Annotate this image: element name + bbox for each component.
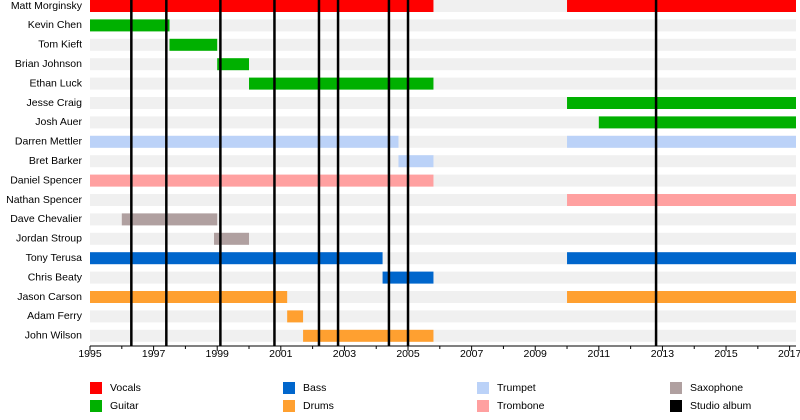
x-tick-label: 2009 [524,348,548,360]
tenure-bar [90,291,288,303]
tenure-bar [169,38,218,51]
tenure-bar [90,135,399,148]
x-tick-label: 2011 [588,348,611,360]
member-label: Tom Kieft [38,39,82,51]
tenure-bar [398,155,434,168]
x-tick-label: 2001 [269,348,293,360]
legend-swatch [90,382,102,394]
x-tick-label: 2013 [651,348,675,360]
legend-swatch [90,400,102,412]
tenure-bar [567,0,796,12]
row-stripe [90,271,796,284]
legend-swatch [477,400,489,412]
x-tick-label: 1997 [142,348,166,360]
legend-label: Trombone [497,400,545,412]
tenure-bar [287,310,304,323]
tenure-bar [90,19,170,32]
tenure-bar [90,174,434,187]
row-stripe [90,116,796,129]
x-tick-label: 1999 [206,348,230,360]
legend-swatch [283,382,295,394]
tenure-bar [567,291,796,303]
tenure-bar [90,0,434,12]
row-stripe [90,58,796,71]
row-stripe [90,232,796,245]
x-tick-label: 2017 [778,348,800,360]
x-tick-label: 1995 [78,348,102,360]
row-stripe [90,38,796,51]
member-label: Brian Johnson [15,58,82,70]
row-stripe [90,213,796,226]
tenure-bar [567,252,796,265]
member-label: Chris Beaty [28,271,83,283]
legend-label: Trumpet [497,382,536,394]
row-stripe [90,19,796,32]
row-stripe [90,310,796,323]
member-label: Jordan Stroup [16,233,82,245]
tenure-bar [567,135,796,148]
x-tick-label: 2007 [460,348,484,360]
member-label: Darren Mettler [15,136,83,148]
member-label: Matt Morginsky [11,0,83,12]
legend-swatch [283,400,295,412]
tenure-bar [249,77,434,90]
tenure-bar [567,194,796,206]
legend-label: Guitar [110,400,139,412]
member-label: Josh Auer [35,116,82,128]
tenure-bar [567,97,796,109]
x-tick-label: 2003 [333,348,357,360]
row-stripe [90,77,796,90]
tenure-bar [598,116,796,129]
row-stripe [90,155,796,168]
x-tick-label: 2015 [714,348,738,360]
legend-label: Bass [303,382,326,394]
tenure-bar [303,329,434,342]
member-label: Dave Chevalier [10,213,82,225]
legend-label: Vocals [110,382,141,394]
legend-swatch [670,382,682,394]
legend-swatch [670,400,682,412]
tenure-bar [121,213,218,226]
member-label: Ethan Luck [29,77,82,89]
member-label: Nathan Spencer [6,194,82,206]
tenure-bar [214,232,250,245]
member-label: Jason Carson [17,291,82,303]
row-stripe [90,329,796,342]
member-label: Adam Ferry [27,310,83,322]
x-tick-label: 2005 [396,348,420,360]
legend-label: Saxophone [690,382,743,394]
member-label: John Wilson [25,330,82,342]
legend-swatch [477,382,489,394]
tenure-bar [217,58,250,71]
tenure-bar [90,252,383,265]
member-label: Kevin Chen [28,19,82,31]
member-label: Daniel Spencer [10,174,82,186]
member-label: Tony Terusa [26,252,83,264]
legend-label: Drums [303,400,334,412]
member-label: Bret Barker [29,155,83,167]
legend-label: Studio album [690,400,752,412]
member-label: Jesse Craig [27,97,83,109]
